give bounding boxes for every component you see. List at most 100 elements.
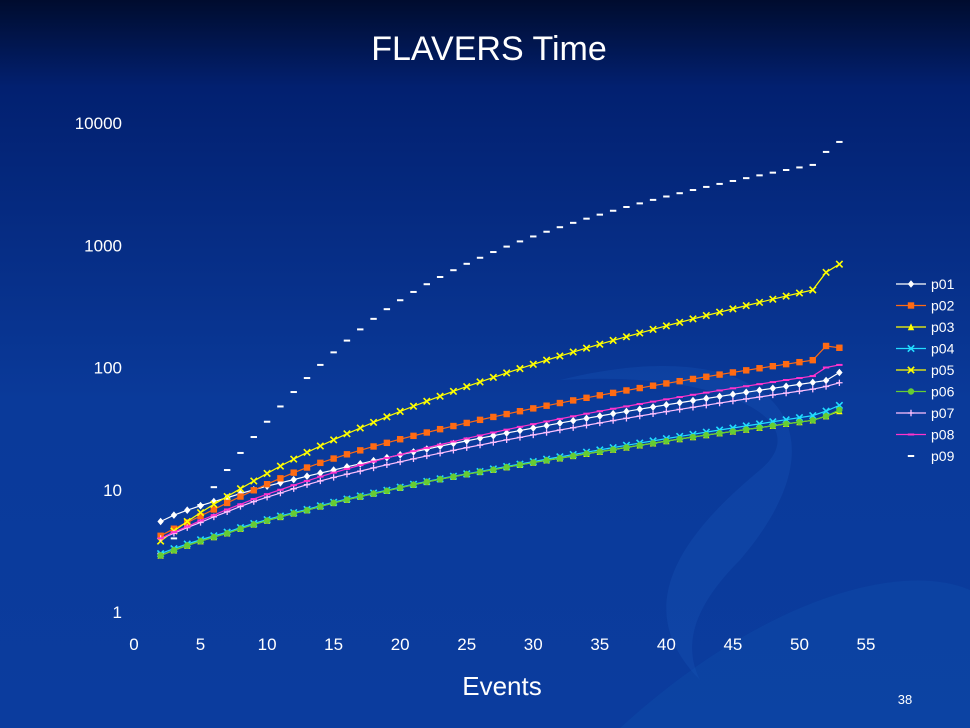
data-point-p01 — [223, 493, 231, 502]
data-point-p06 — [357, 493, 364, 500]
data-point-p02 — [716, 371, 723, 378]
data-point-p05 — [303, 448, 311, 457]
data-point-p01 — [796, 380, 803, 389]
x-tick-label: 25 — [457, 635, 476, 654]
data-point-p06 — [822, 412, 830, 420]
legend-label-p09: p09 — [931, 448, 955, 464]
data-point-p01 — [170, 511, 178, 519]
data-point-p06 — [343, 496, 351, 503]
data-point-p05 — [316, 442, 325, 450]
data-point-p05 — [276, 462, 285, 470]
data-point-p02 — [357, 447, 364, 454]
series-line-p07 — [160, 382, 840, 539]
data-point-p05 — [742, 301, 750, 310]
data-point-p06 — [609, 446, 617, 453]
data-point-p02 — [423, 429, 430, 436]
data-point-p06 — [263, 517, 271, 524]
x-tick-label: 5 — [196, 635, 205, 654]
data-point-p07 — [663, 408, 670, 415]
data-point-p07 — [809, 385, 816, 393]
data-point-p07 — [370, 464, 377, 472]
data-point-p06 — [530, 459, 537, 466]
series-line-p06 — [160, 409, 840, 557]
x-tick-label: 20 — [391, 635, 410, 654]
data-point-p07 — [490, 439, 497, 446]
data-point-p01 — [543, 421, 550, 430]
data-point-p05 — [542, 356, 551, 364]
data-point-p02 — [649, 382, 657, 389]
data-point-p01 — [663, 401, 670, 409]
data-point-p06 — [543, 457, 550, 464]
data-point-p07 — [463, 444, 470, 451]
data-point-p02 — [609, 389, 617, 397]
data-point-p05 — [236, 484, 245, 493]
data-point-p02 — [383, 439, 391, 447]
data-point-p07 — [756, 393, 763, 401]
data-point-p07 — [383, 461, 391, 468]
data-point-p05 — [702, 311, 711, 320]
data-point-p01 — [184, 506, 191, 515]
x-tick-label: 45 — [723, 635, 742, 654]
data-point-p02 — [796, 358, 803, 366]
data-point-p01 — [769, 384, 777, 393]
data-point-p01 — [583, 414, 590, 423]
data-point-p02 — [503, 410, 510, 418]
data-point-p02 — [543, 402, 550, 409]
data-point-p05 — [502, 369, 511, 377]
data-point-p04 — [808, 411, 817, 420]
data-point-p06 — [330, 499, 337, 507]
data-point-p06 — [317, 503, 324, 510]
series-line-p08 — [160, 364, 840, 539]
data-point-p07 — [729, 397, 737, 405]
data-point-p02 — [277, 475, 284, 482]
legend-label-p04: p04 — [931, 341, 955, 357]
data-point-p05 — [449, 387, 458, 396]
data-point-p07 — [436, 450, 444, 457]
data-point-p06 — [463, 471, 470, 478]
data-point-p07 — [769, 391, 777, 399]
y-tick-label: 10 — [103, 481, 122, 500]
data-point-p06 — [303, 507, 311, 514]
data-point-p05 — [822, 268, 830, 277]
data-point-p02 — [197, 512, 204, 520]
data-point-p05 — [383, 413, 391, 421]
data-point-p02 — [689, 375, 697, 383]
legend-label-p03: p03 — [931, 319, 955, 335]
data-point-p01 — [596, 412, 604, 420]
data-point-p02 — [476, 416, 484, 424]
data-point-p02 — [436, 425, 444, 433]
data-point-p06 — [223, 530, 231, 537]
legend-marker-p05 — [907, 366, 915, 374]
data-point-p01 — [822, 376, 830, 385]
data-point-p07 — [317, 477, 324, 485]
y-tick-label: 100 — [94, 359, 122, 378]
data-point-p02 — [263, 481, 271, 488]
data-point-p05 — [183, 517, 192, 526]
data-point-p07 — [357, 467, 364, 475]
data-point-p05 — [529, 360, 538, 369]
data-point-p07 — [676, 406, 683, 413]
data-point-p07 — [410, 455, 417, 463]
data-point-p05 — [649, 325, 657, 334]
x-tick-label: 55 — [857, 635, 876, 654]
data-point-p06 — [237, 525, 244, 532]
data-point-p05 — [569, 348, 577, 356]
data-point-p05 — [343, 430, 351, 438]
data-point-p05 — [396, 407, 404, 416]
data-point-p01 — [317, 469, 324, 477]
data-point-p02 — [782, 360, 790, 368]
data-point-p01 — [516, 426, 524, 435]
data-point-p06 — [796, 418, 803, 426]
x-tick-label: 50 — [790, 635, 809, 654]
data-point-p07 — [303, 481, 311, 488]
data-point-p02 — [636, 384, 643, 392]
data-point-p06 — [623, 444, 630, 451]
data-point-p04 — [835, 401, 844, 410]
data-point-p06 — [636, 442, 643, 449]
data-point-p07 — [796, 387, 803, 395]
data-point-p06 — [583, 450, 590, 457]
y-tick-label: 1000 — [84, 236, 122, 255]
legend-marker-p04 — [907, 344, 915, 353]
data-point-p07 — [743, 395, 750, 403]
